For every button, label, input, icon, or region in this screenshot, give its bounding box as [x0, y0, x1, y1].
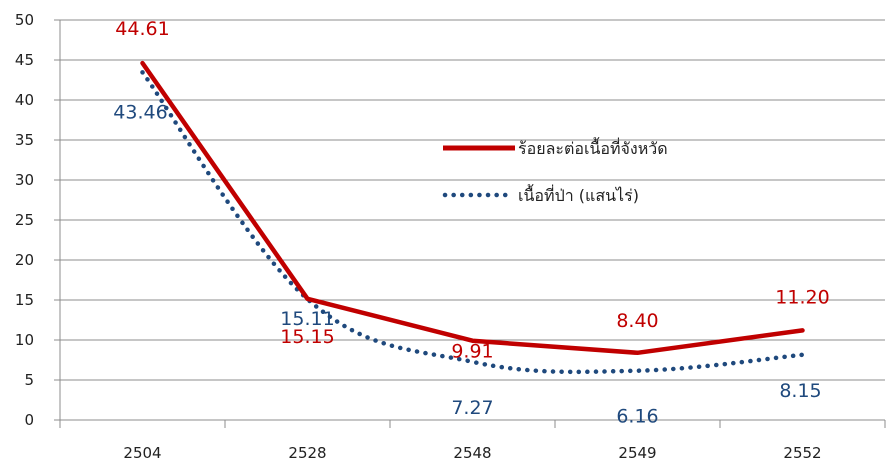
data-label-s0-2528: 15.15 [280, 326, 334, 348]
y-tick-label-5: 5 [24, 371, 34, 389]
data-label-s1-2552: 8.15 [779, 380, 821, 402]
y-tick-label-35: 35 [15, 131, 34, 149]
series-line-forest-area [140, 70, 805, 375]
y-tick-label-10: 10 [15, 331, 34, 349]
x-tick-label-2504: 2504 [123, 444, 161, 462]
x-tick-label-2528: 2528 [288, 444, 326, 462]
data-labels: 44.61 15.15 9.91 8.40 11.20 43.46 15.11 7.27 6.1… [113, 18, 829, 428]
x-tick-label-2549: 2549 [618, 444, 656, 462]
y-tick-label-25: 25 [15, 211, 34, 229]
y-tick-label-40: 40 [15, 91, 34, 109]
data-label-s0-2504: 44.61 [115, 18, 169, 40]
x-tick-label-2548: 2548 [453, 444, 491, 462]
legend-label-percent-of-province: ร้อยละต่อเนื้อที่จังหวัด [518, 137, 668, 158]
data-label-s0-2549: 8.40 [616, 310, 658, 332]
legend: ร้อยละต่อเนื้อที่จังหวัด เนื้อที่ป่า (แส… [442, 137, 668, 205]
x-axis-tick-labels: 2504 2528 2548 2549 2552 [123, 444, 821, 462]
y-tick-label-50: 50 [15, 11, 34, 29]
legend-label-forest-area: เนื้อที่ป่า (แสนไร่) [518, 184, 639, 205]
axes [54, 19, 886, 428]
y-tick-label-0: 0 [24, 411, 34, 429]
data-label-s0-2548: 9.91 [451, 341, 493, 363]
y-tick-label-45: 45 [15, 51, 34, 69]
y-tick-label-30: 30 [15, 171, 34, 189]
data-label-s1-2548: 7.27 [451, 397, 493, 419]
data-label-s1-2549: 6.16 [616, 406, 658, 428]
y-tick-label-20: 20 [15, 251, 34, 269]
data-label-s1-2528: 15.11 [280, 308, 334, 330]
y-axis-tick-labels: 0 5 10 15 20 25 30 35 40 45 50 [15, 11, 34, 429]
series-lines [140, 60, 805, 375]
data-label-s0-2552: 11.20 [775, 286, 829, 308]
data-label-s1-2504: 43.46 [113, 101, 167, 123]
series-line-percent-of-province [140, 60, 805, 356]
x-tick-label-2552: 2552 [783, 444, 821, 462]
y-tick-label-15: 15 [15, 291, 34, 309]
grid-lines [60, 19, 885, 381]
